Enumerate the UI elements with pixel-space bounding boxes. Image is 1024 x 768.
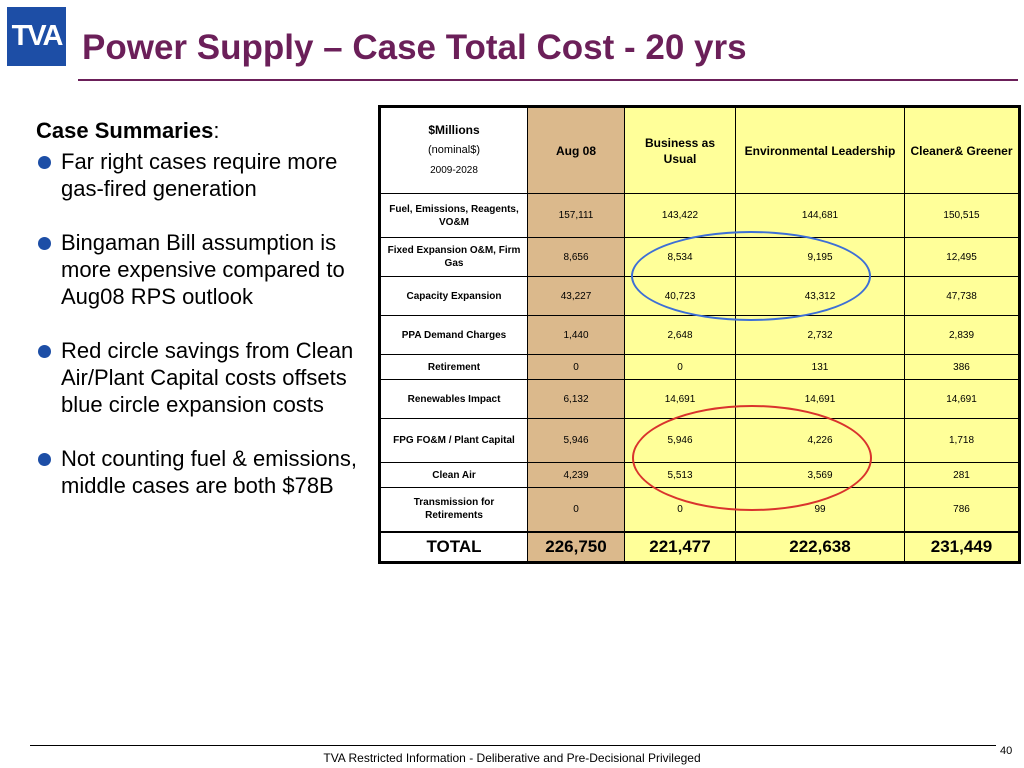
table-cell: 2,732 — [735, 315, 905, 355]
table-cell: 5,946 — [527, 418, 625, 463]
table-row: Transmission for Retirements 0 0 99 786 — [379, 487, 1020, 532]
table-cell: 131 — [735, 354, 905, 380]
bullet-text: Far right cases require more gas-fired g… — [61, 149, 338, 201]
total-cell: 231,449 — [904, 530, 1020, 563]
column-header-cleaner-greener: Cleaner& Greener — [904, 106, 1020, 194]
row-label: PPA Demand Charges — [379, 315, 528, 355]
bullet-dot-icon — [38, 453, 51, 466]
total-cell: 226,750 — [527, 530, 625, 563]
table-cell: 0 — [624, 354, 736, 380]
tva-logo-text: TVA — [11, 20, 64, 52]
table-row: Retirement 0 0 131 386 — [379, 354, 1020, 380]
table-row: Renewables Impact 6,132 14,691 14,691 14… — [379, 379, 1020, 419]
title-divider — [78, 79, 1018, 81]
row-label: Clean Air — [379, 462, 528, 488]
bullet-item: Not counting fuel & emissions, middle ca… — [36, 445, 366, 499]
row-label: Transmission for Retirements — [379, 487, 528, 532]
summary-heading: Case Summaries: — [36, 117, 366, 144]
table-row: Fixed Expansion O&M, Firm Gas 8,656 8,53… — [379, 237, 1020, 277]
table-cell: 0 — [624, 487, 736, 532]
table-cell: 12,495 — [904, 237, 1020, 277]
table-cell: 1,440 — [527, 315, 625, 355]
table-row: PPA Demand Charges 1,440 2,648 2,732 2,8… — [379, 315, 1020, 355]
column-header-business-as-usual: Business as Usual — [624, 106, 736, 194]
bullet-text: Bingaman Bill assumption is more expensi… — [61, 230, 345, 309]
table-cell: 386 — [904, 354, 1020, 380]
table-cell: 14,691 — [904, 379, 1020, 419]
row-label: Renewables Impact — [379, 379, 528, 419]
total-label: TOTAL — [379, 530, 528, 563]
table-cell: 43,227 — [527, 276, 625, 316]
footer-divider — [30, 745, 996, 746]
page-number: 40 — [1000, 745, 1013, 757]
cost-table: $Millions (nominal$) 2009-2028 Aug 08 Bu… — [378, 105, 1021, 564]
row-label: Retirement — [379, 354, 528, 380]
row-label: Capacity Expansion — [379, 276, 528, 316]
row-label: Fixed Expansion O&M, Firm Gas — [379, 237, 528, 277]
total-cell: 221,477 — [624, 530, 736, 563]
bullet-dot-icon — [38, 345, 51, 358]
table-cell: 2,648 — [624, 315, 736, 355]
summary-heading-colon: : — [213, 118, 220, 143]
table-header-row: $Millions (nominal$) 2009-2028 Aug 08 Bu… — [379, 106, 1020, 194]
bullet-dot-icon — [38, 156, 51, 169]
table-cell: 2,839 — [904, 315, 1020, 355]
table-cell: 3,569 — [735, 462, 905, 488]
bullet-text: Red circle savings from Clean Air/Plant … — [61, 338, 354, 417]
table-cell: 9,195 — [735, 237, 905, 277]
table-cell: 40,723 — [624, 276, 736, 316]
table-cell: 8,656 — [527, 237, 625, 277]
table-cell: 1,718 — [904, 418, 1020, 463]
table-cell: 47,738 — [904, 276, 1020, 316]
table-cell: 99 — [735, 487, 905, 532]
table-cell: 5,513 — [624, 462, 736, 488]
case-summaries: Case Summaries: Far right cases require … — [36, 117, 366, 499]
unit-nominal: (nominal$) — [428, 144, 480, 156]
table-cell: 144,681 — [735, 193, 905, 238]
table-cell: 143,422 — [624, 193, 736, 238]
table-cell: 157,111 — [527, 193, 625, 238]
table-row: FPG FO&M / Plant Capital 5,946 5,946 4,2… — [379, 418, 1020, 463]
table-cell: 281 — [904, 462, 1020, 488]
bullet-dot-icon — [38, 237, 51, 250]
unit-label: Millions — [435, 123, 480, 137]
slide-title: Power Supply – Case Total Cost - 20 yrs — [82, 28, 747, 67]
table-cell: 8,534 — [624, 237, 736, 277]
table-cell: 6,132 — [527, 379, 625, 419]
table-cell: 14,691 — [624, 379, 736, 419]
table-row: Capacity Expansion 43,227 40,723 43,312 … — [379, 276, 1020, 316]
tva-logo: TVA — [7, 7, 66, 66]
table-cell: 14,691 — [735, 379, 905, 419]
table-cell: 150,515 — [904, 193, 1020, 238]
bullet-item: Far right cases require more gas-fired g… — [36, 148, 366, 202]
column-header-environmental-leadership: Environmental Leadership — [735, 106, 905, 194]
footer-text: TVA Restricted Information - Deliberativ… — [323, 751, 701, 765]
table-cell: 786 — [904, 487, 1020, 532]
total-row: TOTAL 226,750 221,477 222,638 231,449 — [379, 530, 1020, 563]
bullet-item: Bingaman Bill assumption is more expensi… — [36, 229, 366, 310]
unit-header-cell: $Millions (nominal$) 2009-2028 — [379, 106, 528, 194]
unit-prefix: $ — [428, 123, 435, 137]
table-cell: 5,946 — [624, 418, 736, 463]
table-cell: 4,226 — [735, 418, 905, 463]
table-cell: 0 — [527, 487, 625, 532]
total-cell: 222,638 — [735, 530, 905, 563]
table-cell: 4,239 — [527, 462, 625, 488]
summary-heading-text: Case Summaries — [36, 118, 214, 143]
table-row: Clean Air 4,239 5,513 3,569 281 — [379, 462, 1020, 488]
bullet-item: Red circle savings from Clean Air/Plant … — [36, 337, 366, 418]
table-cell: 43,312 — [735, 276, 905, 316]
unit-period: 2009-2028 — [430, 165, 478, 176]
table-cell: 0 — [527, 354, 625, 380]
row-label: Fuel, Emissions, Reagents, VO&M — [379, 193, 528, 238]
column-header-aug08: Aug 08 — [527, 106, 625, 194]
row-label: FPG FO&M / Plant Capital — [379, 418, 528, 463]
bullet-text: Not counting fuel & emissions, middle ca… — [61, 446, 357, 498]
table-row: Fuel, Emissions, Reagents, VO&M 157,111 … — [379, 193, 1020, 238]
